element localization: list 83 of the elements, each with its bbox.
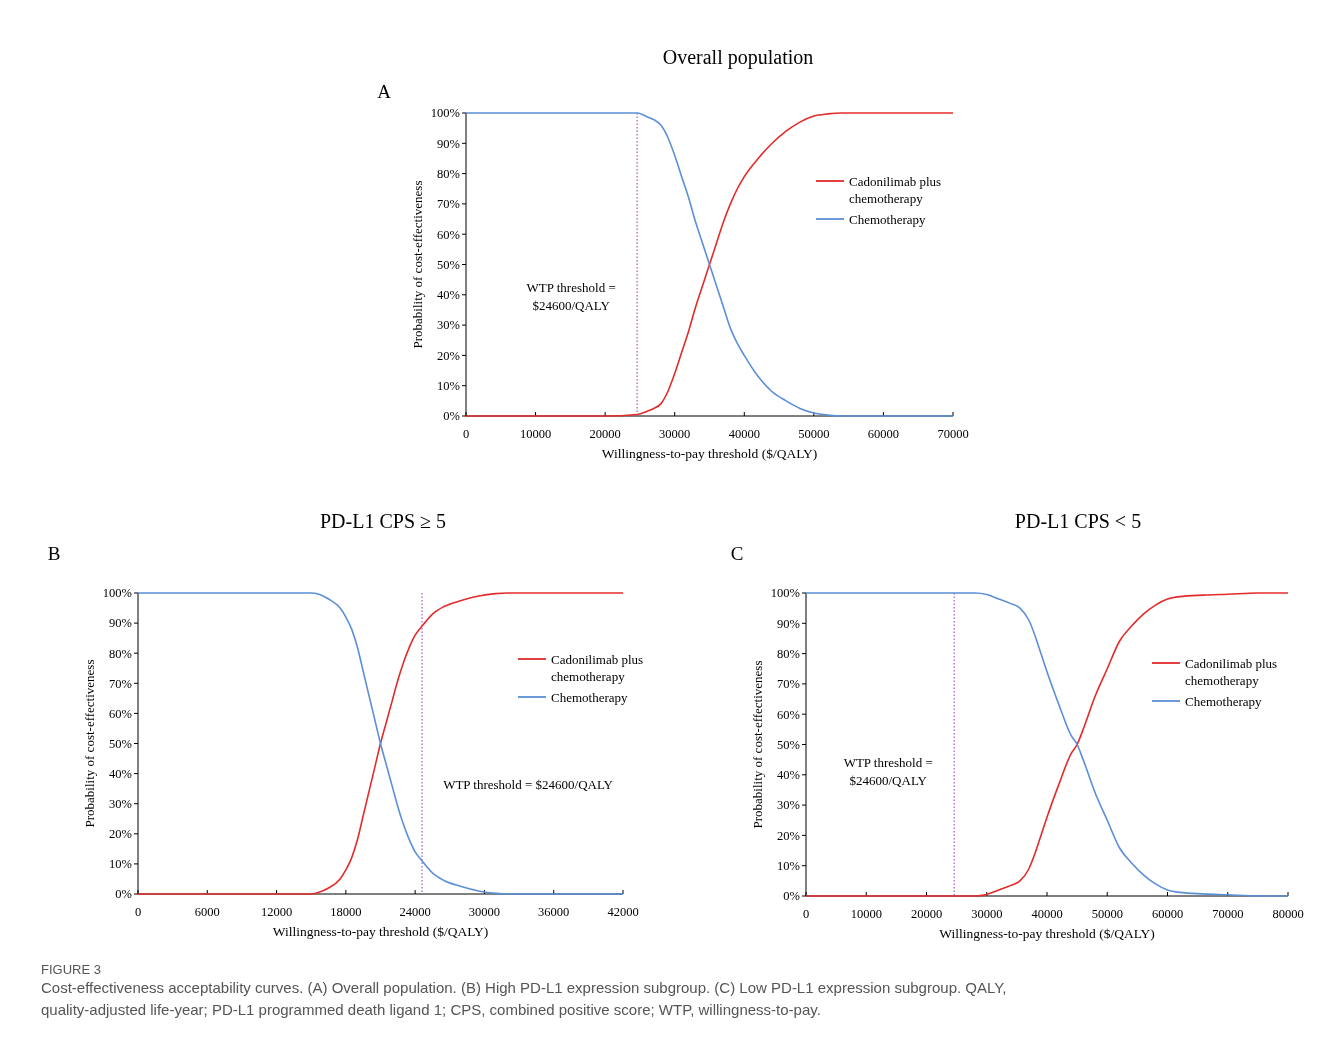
text: B bbox=[47, 543, 61, 564]
text: Cost-effectiveness acceptability curves. (A) Overall population. (B) High PD-L1 expression subgroup. (C) Low PD-L1 expression subgroup. QALY, quality-adjusted life-year; PD-L1 programmed death ligand 1; CPS, combined positive score; WTP, willingness-to-pay. bbox=[41, 979, 1007, 1018]
x-tick-label: 60000 bbox=[1151, 907, 1184, 921]
y-tick-label: 50% bbox=[777, 737, 800, 752]
x-tick-label: 70000 bbox=[1212, 907, 1244, 921]
y-tick-label: 60% bbox=[109, 706, 132, 721]
x-tick-label: 0 bbox=[802, 907, 810, 921]
y-tick-label: 10% bbox=[777, 859, 800, 874]
x-tick-label: 24000 bbox=[399, 905, 431, 919]
text: A bbox=[377, 81, 392, 102]
line-series bbox=[805, 592, 1289, 897]
y-tick-label: 0% bbox=[783, 889, 800, 904]
y-tick-label: 20% bbox=[437, 348, 460, 363]
y-tick-label: 70% bbox=[437, 197, 460, 212]
x-tick-label: 36000 bbox=[538, 905, 570, 919]
y-tick-label: 0% bbox=[443, 409, 460, 424]
x-tick-label: 6000 bbox=[194, 905, 220, 919]
y-tick-label: 40% bbox=[777, 768, 800, 783]
y-tick-label: 100% bbox=[102, 586, 132, 601]
legend-label: Chemotherapy bbox=[551, 689, 629, 705]
y-tick-label: 80% bbox=[109, 646, 132, 661]
y-tick-label: 60% bbox=[437, 227, 460, 242]
x-tick-label: 12000 bbox=[260, 905, 293, 919]
y-tick-label: 20% bbox=[109, 827, 132, 842]
y-tick-label: 100% bbox=[430, 106, 460, 121]
x-tick-label: 0 bbox=[134, 905, 142, 919]
y-tick-label: 100% bbox=[770, 586, 800, 601]
x-tick-label: 70000 bbox=[937, 427, 969, 441]
x-tick-label: 50000 bbox=[798, 427, 830, 441]
ref-line-label: WTP threshold = $24600/QALY bbox=[526, 280, 616, 313]
x-tick-label: 50000 bbox=[1091, 907, 1123, 921]
y-axis-title: Probability of cost-effectiveness bbox=[750, 660, 765, 829]
y-tick-label: 60% bbox=[777, 707, 800, 722]
x-tick-label: 40000 bbox=[1031, 907, 1063, 921]
legend-label: Cadonilimab plus chemotherapy bbox=[849, 173, 942, 206]
chart-title: PD-L1 CPS < 5 bbox=[1014, 510, 1142, 532]
y-tick-label: 70% bbox=[109, 676, 132, 691]
x-tick-label: 10000 bbox=[850, 907, 882, 921]
y-tick-label: 40% bbox=[437, 288, 460, 303]
x-axis-title: Willingness-to-pay threshold ($/QALY) bbox=[939, 926, 1155, 941]
x-axis-title: Willingness-to-pay threshold ($/QALY) bbox=[601, 446, 818, 461]
y-axis-title: Probability of cost-effectiveness bbox=[82, 659, 97, 828]
y-tick-label: 30% bbox=[109, 797, 132, 812]
y-tick-label: 20% bbox=[777, 828, 800, 843]
legend-label: Cadonilimab plus chemotherapy bbox=[551, 651, 644, 684]
ref-line-label: WTP threshold = $24600/QALY bbox=[843, 755, 933, 788]
y-tick-label: 90% bbox=[437, 136, 460, 151]
x-tick-label: 80000 bbox=[1272, 907, 1304, 921]
x-tick-label: 30000 bbox=[971, 907, 1003, 921]
x-tick-label: 20000 bbox=[589, 427, 621, 441]
y-tick-label: 30% bbox=[437, 318, 460, 333]
ref-line-label: WTP threshold = $24600/QALY bbox=[443, 777, 614, 792]
x-tick-label: 42000 bbox=[607, 905, 639, 919]
y-tick-label: 80% bbox=[437, 166, 460, 181]
text: C bbox=[730, 543, 744, 564]
legend-label: Cadonilimab plus chemotherapy bbox=[1185, 655, 1278, 688]
legend-label: Chemotherapy bbox=[1185, 693, 1263, 709]
y-axis-title: Probability of cost-effectiveness bbox=[410, 180, 425, 349]
x-tick-label: 20000 bbox=[910, 907, 943, 921]
x-tick-label: 10000 bbox=[519, 427, 552, 441]
y-tick-label: 10% bbox=[109, 857, 132, 872]
y-tick-label: 40% bbox=[109, 766, 132, 781]
caption: FIGURE 3 bbox=[41, 962, 101, 977]
y-tick-label: 90% bbox=[777, 616, 800, 631]
x-tick-label: 40000 bbox=[728, 427, 760, 441]
chart-title: Overall population bbox=[662, 46, 814, 69]
x-tick-label: 60000 bbox=[867, 427, 900, 441]
y-tick-label: 70% bbox=[777, 677, 800, 692]
x-tick-label: 0 bbox=[462, 427, 470, 441]
y-tick-label: 10% bbox=[437, 379, 460, 394]
legend-label: Chemotherapy bbox=[849, 211, 927, 227]
x-tick-label: 30000 bbox=[468, 905, 501, 919]
x-tick-label: 30000 bbox=[659, 427, 691, 441]
y-tick-label: 80% bbox=[777, 646, 800, 661]
line-series bbox=[465, 112, 954, 417]
x-axis-title: Willingness-to-pay threshold ($/QALY) bbox=[272, 924, 489, 939]
chart-title: PD-L1 CPS ≥ 5 bbox=[319, 510, 447, 532]
y-tick-label: 90% bbox=[109, 616, 132, 631]
y-tick-label: 30% bbox=[777, 798, 800, 813]
x-tick-label: 18000 bbox=[330, 905, 362, 919]
y-tick-label: 50% bbox=[109, 736, 132, 751]
y-tick-label: 50% bbox=[437, 257, 460, 272]
y-tick-label: 0% bbox=[115, 887, 132, 902]
